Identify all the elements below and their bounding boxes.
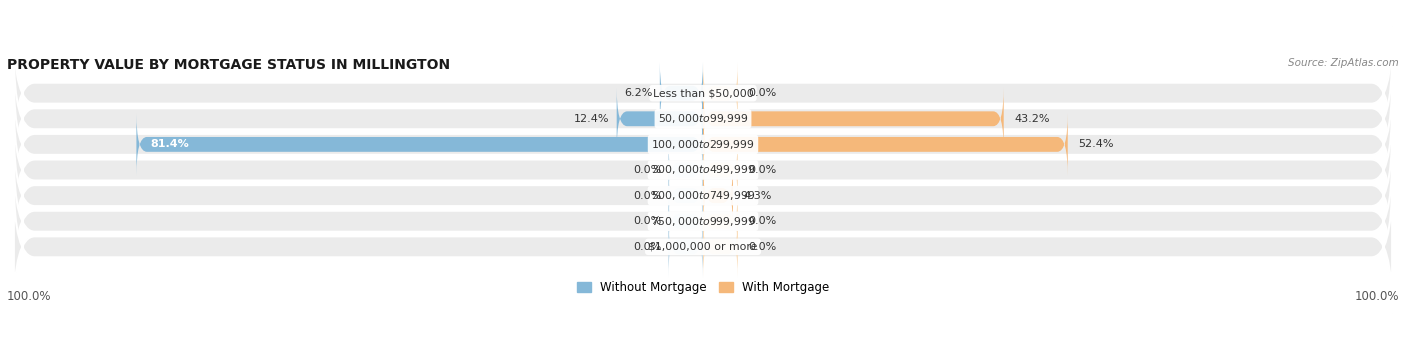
Text: 52.4%: 52.4% xyxy=(1078,139,1114,149)
FancyBboxPatch shape xyxy=(14,104,1392,236)
FancyBboxPatch shape xyxy=(617,88,703,150)
Text: 0.0%: 0.0% xyxy=(748,88,776,98)
Text: 0.0%: 0.0% xyxy=(633,242,661,252)
Text: 4.3%: 4.3% xyxy=(744,191,772,201)
FancyBboxPatch shape xyxy=(668,190,703,252)
FancyBboxPatch shape xyxy=(136,114,703,175)
FancyBboxPatch shape xyxy=(668,165,703,226)
Text: 100.0%: 100.0% xyxy=(1354,290,1399,303)
FancyBboxPatch shape xyxy=(668,139,703,201)
Text: $100,000 to $299,999: $100,000 to $299,999 xyxy=(651,138,755,151)
Text: 0.0%: 0.0% xyxy=(633,191,661,201)
FancyBboxPatch shape xyxy=(703,165,733,226)
FancyBboxPatch shape xyxy=(659,62,703,124)
FancyBboxPatch shape xyxy=(14,78,1392,211)
FancyBboxPatch shape xyxy=(14,129,1392,262)
Text: Less than $50,000: Less than $50,000 xyxy=(652,88,754,98)
Text: $1,000,000 or more: $1,000,000 or more xyxy=(648,242,758,252)
FancyBboxPatch shape xyxy=(703,139,738,201)
FancyBboxPatch shape xyxy=(703,62,738,124)
Text: 43.2%: 43.2% xyxy=(1014,114,1050,124)
Text: PROPERTY VALUE BY MORTGAGE STATUS IN MILLINGTON: PROPERTY VALUE BY MORTGAGE STATUS IN MIL… xyxy=(7,58,450,72)
Text: $500,000 to $749,999: $500,000 to $749,999 xyxy=(651,189,755,202)
FancyBboxPatch shape xyxy=(703,216,738,278)
FancyBboxPatch shape xyxy=(703,114,1067,175)
FancyBboxPatch shape xyxy=(14,27,1392,159)
FancyBboxPatch shape xyxy=(14,181,1392,313)
FancyBboxPatch shape xyxy=(668,216,703,278)
Text: 81.4%: 81.4% xyxy=(150,139,188,149)
Text: 0.0%: 0.0% xyxy=(748,242,776,252)
FancyBboxPatch shape xyxy=(14,155,1392,288)
Text: 100.0%: 100.0% xyxy=(7,290,52,303)
Text: 6.2%: 6.2% xyxy=(624,88,652,98)
FancyBboxPatch shape xyxy=(703,190,738,252)
Text: $300,000 to $499,999: $300,000 to $499,999 xyxy=(651,164,755,176)
FancyBboxPatch shape xyxy=(14,52,1392,185)
FancyBboxPatch shape xyxy=(703,88,1004,150)
Text: 0.0%: 0.0% xyxy=(633,165,661,175)
Text: 0.0%: 0.0% xyxy=(748,165,776,175)
Text: Source: ZipAtlas.com: Source: ZipAtlas.com xyxy=(1288,58,1399,68)
Legend: Without Mortgage, With Mortgage: Without Mortgage, With Mortgage xyxy=(572,276,834,299)
Text: $750,000 to $999,999: $750,000 to $999,999 xyxy=(651,215,755,228)
Text: 0.0%: 0.0% xyxy=(748,216,776,226)
Text: $50,000 to $99,999: $50,000 to $99,999 xyxy=(658,112,748,125)
Text: 0.0%: 0.0% xyxy=(633,216,661,226)
Text: 12.4%: 12.4% xyxy=(574,114,610,124)
